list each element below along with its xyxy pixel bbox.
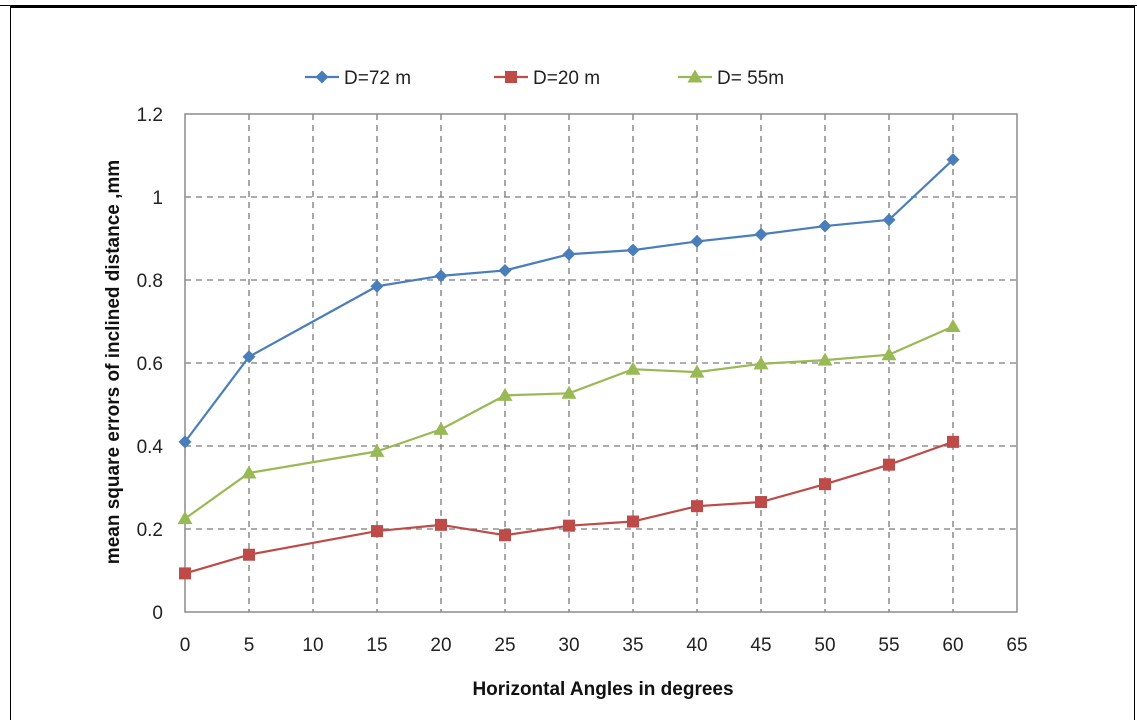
data-point <box>882 347 897 360</box>
legend-item-3: D= 55m <box>678 68 784 89</box>
data-point <box>563 520 575 532</box>
x-tick-label: 50 <box>814 635 835 656</box>
x-tick-label: 60 <box>942 635 963 656</box>
legend-item-1: D=72 m <box>305 68 411 89</box>
x-axis-title: Horizontal Angles in degrees <box>472 679 733 700</box>
y-tick-label: 0.6 <box>137 354 163 375</box>
data-point <box>691 500 703 512</box>
x-tick-label: 5 <box>244 635 255 656</box>
gridlines <box>185 114 1017 612</box>
y-tick-label: 0.8 <box>137 271 163 292</box>
data-point <box>819 220 832 233</box>
data-point <box>499 529 511 541</box>
data-point <box>883 459 895 471</box>
x-tick-label: 40 <box>686 635 707 656</box>
data-point <box>499 264 512 277</box>
x-tick-label: 55 <box>878 635 899 656</box>
series-line <box>185 442 953 574</box>
data-point <box>178 511 193 524</box>
x-tick-label: 30 <box>558 635 579 656</box>
data-point <box>435 519 447 531</box>
data-point <box>691 235 704 248</box>
legend-label: D= 55m <box>717 68 784 89</box>
legend-label: D=72 m <box>344 68 411 89</box>
x-tick-label: 15 <box>366 635 387 656</box>
data-point <box>435 269 448 282</box>
x-axis-ticks: 0 5 10 15 20 25 30 35 40 45 50 55 60 65 <box>180 635 1028 656</box>
data-point <box>243 549 255 561</box>
legend-item-2: D=20 m <box>494 68 600 89</box>
data-point <box>434 422 449 435</box>
data-point <box>819 478 831 490</box>
y-tick-label: 0 <box>152 603 163 624</box>
legend-marker <box>316 71 329 84</box>
x-tick-label: 0 <box>180 635 191 656</box>
legend-label: D=20 m <box>533 68 600 89</box>
data-point <box>755 496 767 508</box>
x-tick-label: 25 <box>494 635 515 656</box>
data-point <box>179 567 191 579</box>
legend: D=72 m D=20 m D= 55m <box>305 68 784 89</box>
x-tick-label: 35 <box>622 635 643 656</box>
y-tick-label: 1.2 <box>137 105 163 126</box>
y-axis-title: mean square errors of inclined distance … <box>103 160 124 564</box>
data-point <box>946 319 961 332</box>
x-tick-label: 20 <box>430 635 451 656</box>
x-tick-label: 65 <box>1006 635 1027 656</box>
data-point <box>626 362 641 375</box>
data-point <box>371 525 383 537</box>
legend-marker <box>505 71 517 83</box>
data-point <box>627 516 639 528</box>
y-tick-label: 0.4 <box>137 437 164 458</box>
data-point <box>947 436 959 448</box>
y-tick-label: 0.2 <box>137 520 163 541</box>
data-point <box>371 280 384 293</box>
x-tick-label: 45 <box>750 635 771 656</box>
y-tick-label: 1 <box>152 188 163 209</box>
series-line <box>185 160 953 442</box>
data-point <box>755 228 768 241</box>
data-point <box>563 248 576 261</box>
x-tick-label: 10 <box>302 635 323 656</box>
y-axis-ticks: 0 0.2 0.4 0.6 0.8 1 1.2 <box>137 105 164 624</box>
data-point <box>627 244 640 257</box>
